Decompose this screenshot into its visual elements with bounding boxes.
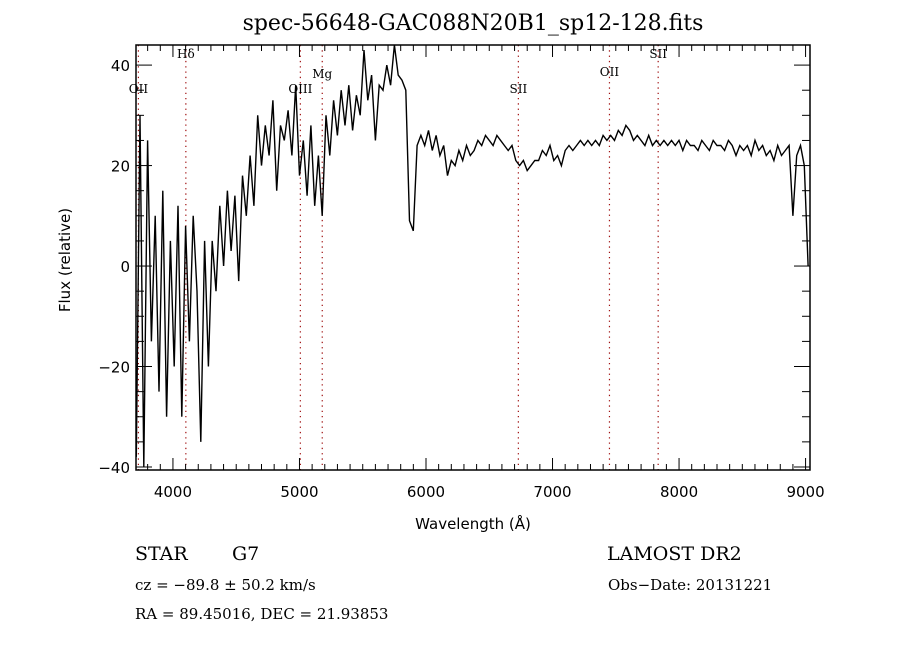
- x-tick-label: 6000: [407, 483, 445, 501]
- marker-label: OII: [129, 82, 149, 96]
- y-tick-label: 0: [120, 258, 130, 276]
- axis-ticks: [136, 45, 810, 470]
- plot-frame: [135, 44, 811, 471]
- x-tick-label: 5000: [280, 483, 318, 501]
- spectrum-line: [135, 44, 809, 468]
- y-tick-label: 20: [111, 158, 130, 176]
- marker-label: Mg: [312, 67, 332, 81]
- marker-label: SII: [649, 47, 667, 61]
- x-tick-label: 9000: [786, 483, 824, 501]
- object-class: STAR: [135, 543, 188, 565]
- chart-title: spec-56648-GAC088N20B1_sp12-128.fits: [243, 11, 704, 36]
- x-axis-label: Wavelength (Å): [415, 514, 531, 533]
- marker-label: OIII: [288, 82, 312, 96]
- x-tick-label: 7000: [533, 483, 571, 501]
- x-tick-label: 4000: [154, 483, 192, 501]
- redshift-text: cz = −89.8 ± 50.2 km/s: [135, 576, 316, 594]
- marker-label: OII: [600, 65, 620, 79]
- tick-labels: 4000 5000 6000 7000 8000 9000 −40 −20 0 20 40: [98, 57, 824, 501]
- marker-label: Hδ: [177, 47, 195, 61]
- obs-date: Obs−Date: 20131221: [608, 576, 772, 594]
- x-tick-label: 8000: [660, 483, 698, 501]
- y-tick-label: −40: [98, 459, 130, 477]
- y-tick-label: 40: [111, 57, 130, 75]
- survey-name: LAMOST DR2: [607, 543, 742, 565]
- y-tick-label: −20: [98, 359, 130, 377]
- subclass: G7: [232, 543, 259, 565]
- marker-label: SII: [510, 82, 528, 96]
- y-axis-label: Flux (relative): [56, 208, 74, 312]
- coordinates: RA = 89.45016, DEC = 21.93853: [135, 605, 388, 623]
